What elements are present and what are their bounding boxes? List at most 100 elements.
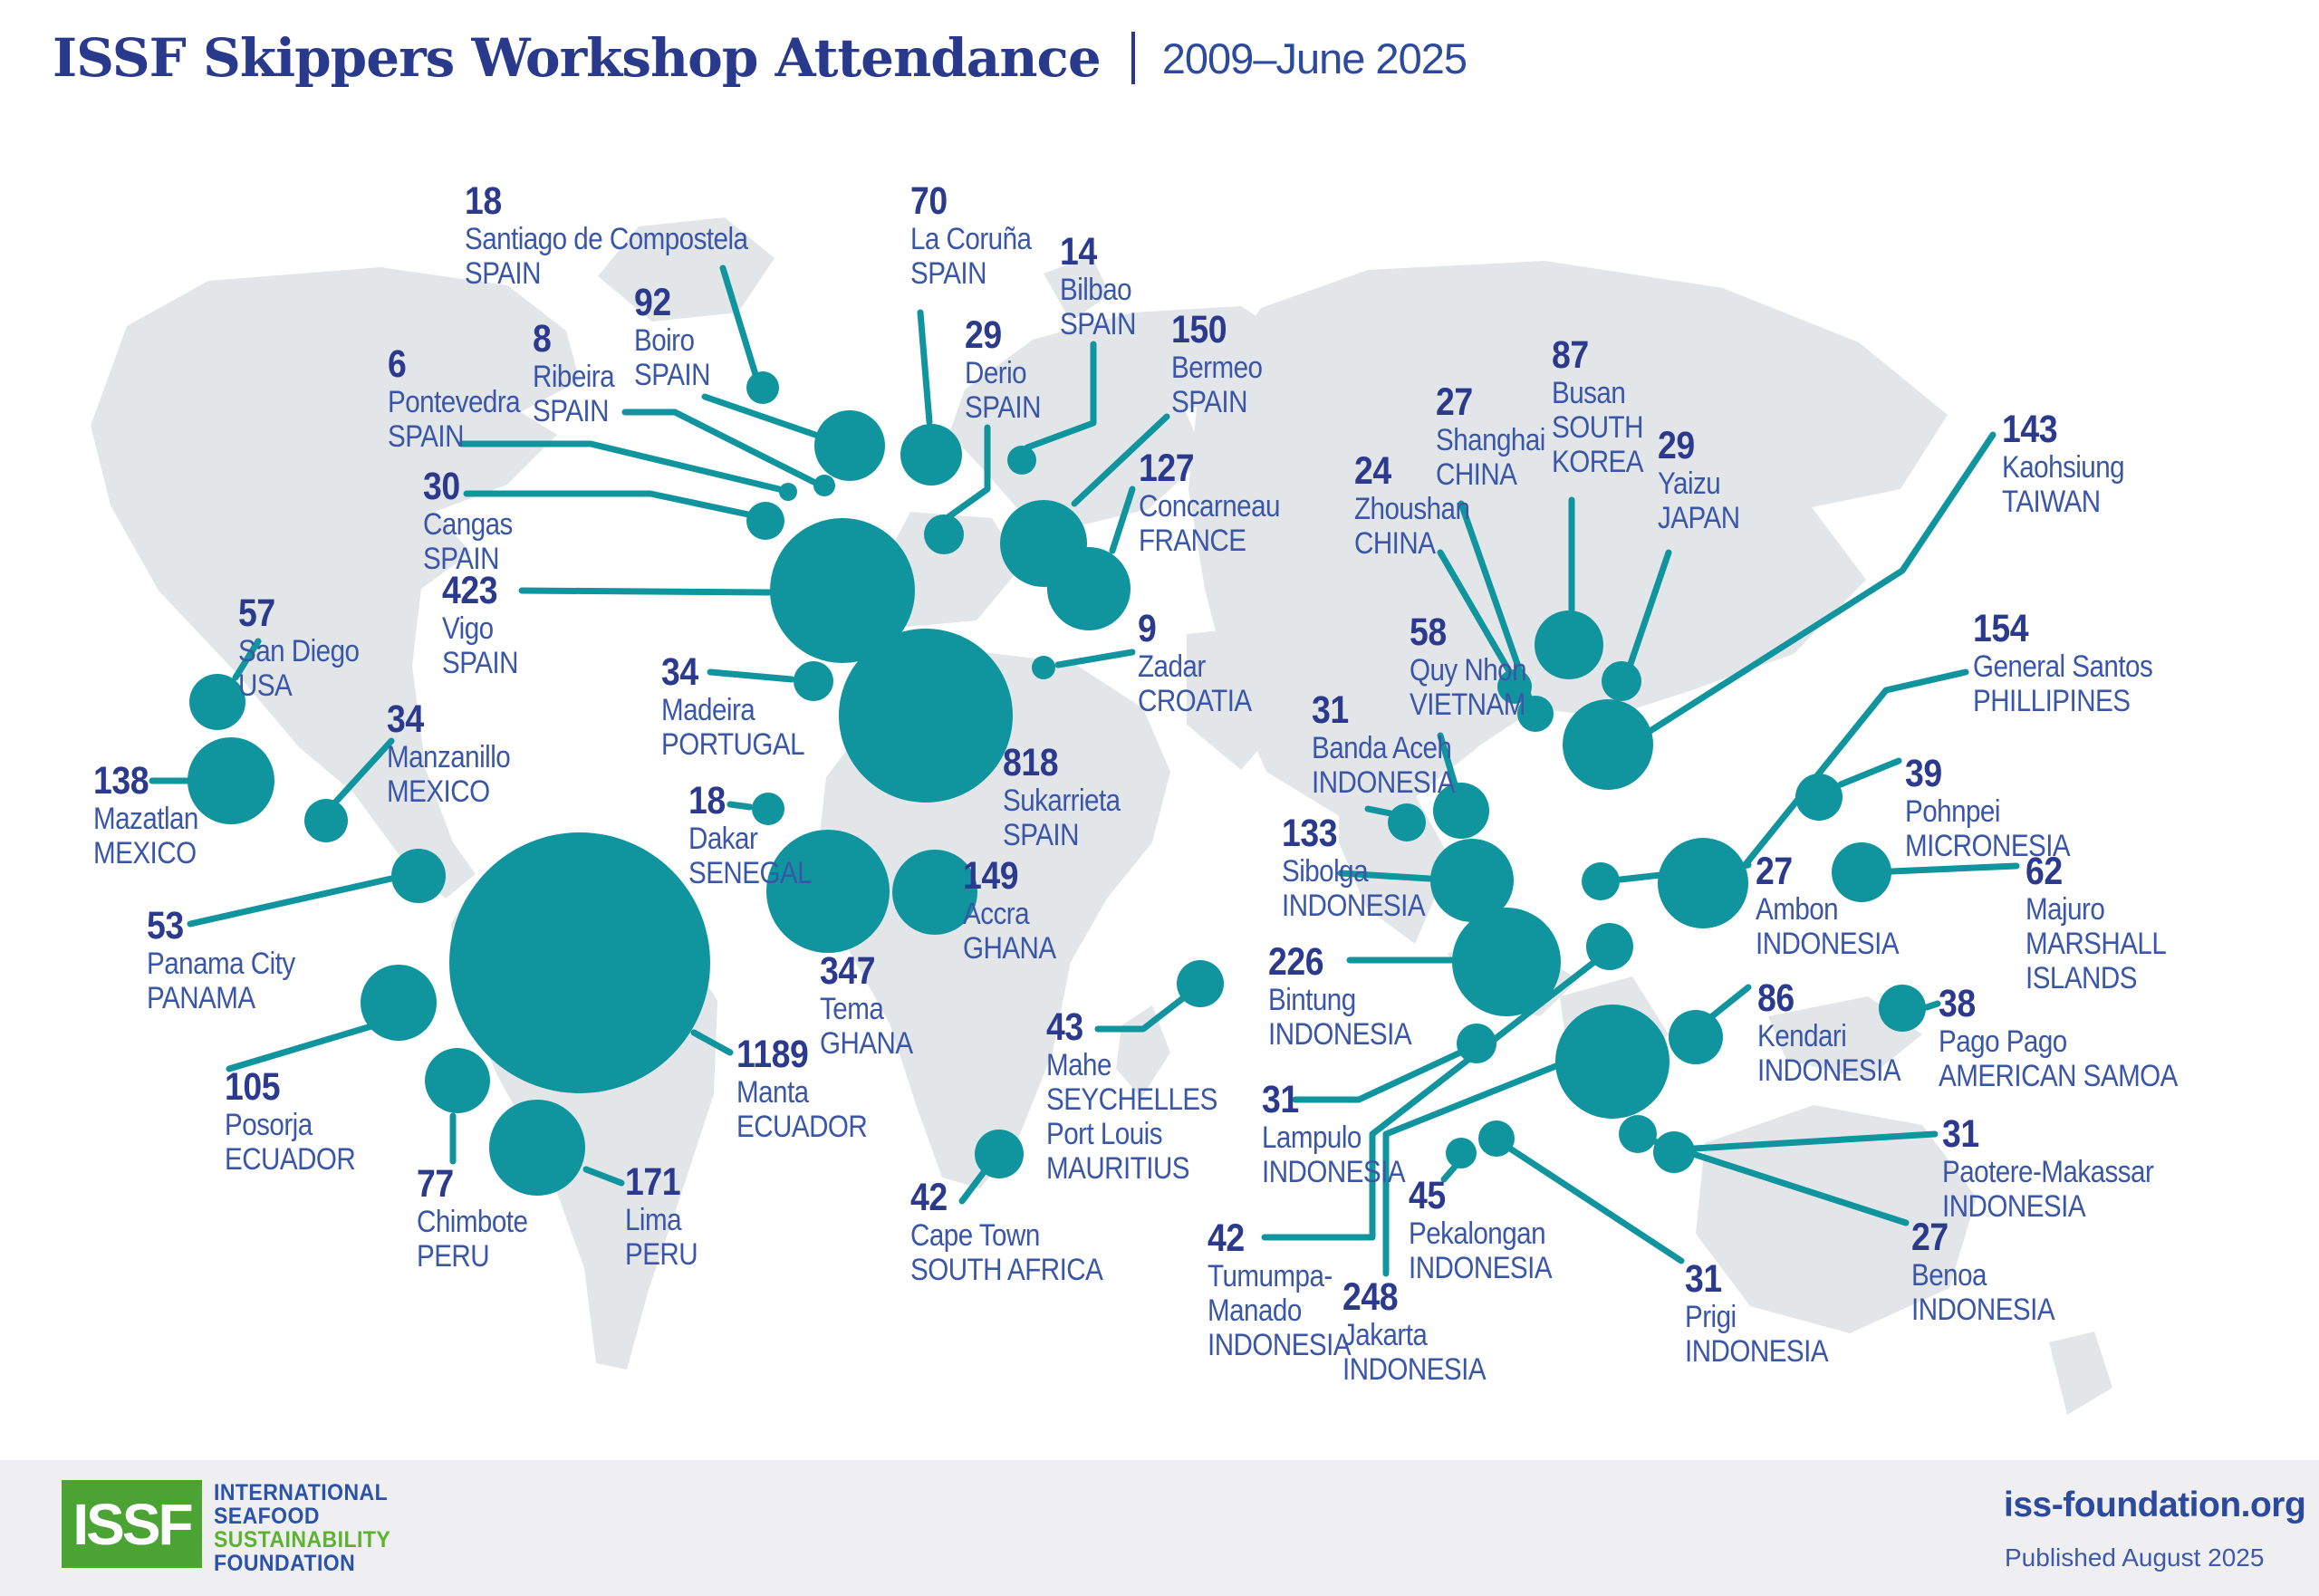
location-name: Zadar <box>1138 649 1206 684</box>
bubble-benoa <box>1619 1115 1657 1153</box>
location-name: Manzanillo <box>387 740 511 774</box>
location-name: Pekalongan <box>1409 1216 1546 1251</box>
landmass-new-zealand <box>2049 1332 2112 1415</box>
location-name: SPAIN <box>442 646 518 680</box>
bubble-ribeira <box>813 475 835 496</box>
landmass-australia <box>1696 1105 1977 1333</box>
bubble-bilbao <box>1007 446 1036 475</box>
bubble-tumumpa <box>1586 923 1633 970</box>
leader-benoa <box>1650 1138 1910 1226</box>
org-name: INTERNATIONAL SEAFOOD SUSTAINABILITY FOU… <box>214 1481 406 1575</box>
bubble-sibolga <box>1430 839 1514 922</box>
leader-concarneau <box>1109 486 1136 554</box>
label-yaizu: 29 Yaizu JAPAN <box>1658 426 1740 536</box>
location-name: ECUADOR <box>225 1142 356 1177</box>
bubble-bintung <box>1452 908 1561 1016</box>
location-name: SPAIN <box>1171 385 1247 419</box>
label-bandaaceh: 31 Banda Aceh INDONESIA <box>1312 688 1456 801</box>
location-name: Bintung <box>1268 983 1356 1017</box>
attendance-value: 171 <box>625 1160 681 1204</box>
location-name: INDONESIA <box>1409 1251 1553 1285</box>
attendance-value: 31 <box>1942 1112 1979 1156</box>
location-name: Dakar <box>688 822 758 856</box>
label-benoa: 27 Benoa INDONESIA <box>1911 1217 2055 1328</box>
leader-tumumpa <box>1261 958 1598 1241</box>
leader-gensantos <box>1739 668 1969 871</box>
location-name: ISLANDS <box>2026 961 2137 995</box>
attendance-value: 226 <box>1268 940 1324 984</box>
leader-dakar <box>726 801 754 811</box>
location-name: SPAIN <box>965 390 1041 425</box>
location-name: Majuro <box>2026 892 2105 927</box>
location-name: Cangas <box>423 507 513 542</box>
attendance-value: 127 <box>1139 447 1195 490</box>
landmass-uk <box>1044 255 1110 322</box>
attendance-value: 423 <box>442 569 498 612</box>
leader-madeira <box>707 668 795 683</box>
bubble-manta <box>449 832 710 1093</box>
leader-cangas <box>463 490 752 518</box>
location-name: SOUTH AFRICA <box>910 1253 1103 1287</box>
attendance-value: 138 <box>93 759 149 803</box>
attendance-value: 31 <box>1312 688 1349 732</box>
org-line-seafood: SEAFOOD <box>214 1504 320 1529</box>
website-link[interactable]: iss-foundation.org <box>2004 1485 2306 1524</box>
attendance-value: 1189 <box>736 1033 809 1076</box>
label-mazatlan: 138 Mazatlan MEXICO <box>93 759 198 871</box>
bubble-cangas <box>746 502 784 540</box>
landmass-asia <box>1188 261 1948 817</box>
leader-boiro <box>701 393 819 438</box>
location-name: SPAIN <box>388 419 464 454</box>
location-name: Pohnpei <box>1905 794 2000 829</box>
landmass-arabia <box>1187 625 1295 770</box>
location-name: Boiro <box>634 323 695 358</box>
leader-ribeira <box>621 409 817 486</box>
label-prigi: 31 Prigi INDONESIA <box>1685 1259 1829 1370</box>
leader-pekalongan <box>1440 1162 1459 1183</box>
landmass-north-america <box>91 267 580 899</box>
attendance-value: 38 <box>1939 982 1976 1025</box>
attendance-value: 105 <box>225 1065 281 1109</box>
location-name: Quy Nhon <box>1410 653 1527 687</box>
location-name: Santiago de Compostela <box>465 222 748 256</box>
label-ambon: 27 Ambon INDONESIA <box>1756 851 1900 962</box>
attendance-value: 42 <box>1208 1216 1245 1260</box>
location-name: FRANCE <box>1139 524 1246 558</box>
location-name: Tumumpa- <box>1208 1259 1333 1293</box>
label-concarneau: 127 Concarneau FRANCE <box>1139 447 1280 559</box>
leader-bermeo <box>1071 413 1170 507</box>
bubble-lima <box>489 1100 585 1196</box>
attendance-value: 53 <box>147 904 184 947</box>
attendance-value: 133 <box>1282 812 1338 855</box>
location-name: Lampulo <box>1262 1120 1362 1155</box>
leader-quynhon <box>1437 732 1458 788</box>
location-name: Derio <box>965 356 1027 390</box>
attendance-value: 24 <box>1354 449 1391 493</box>
location-name: Prigi <box>1685 1300 1737 1334</box>
bubble-madeira <box>794 661 833 701</box>
location-name: INDONESIA <box>1911 1293 2055 1327</box>
location-name: TAIWAN <box>2002 485 2101 519</box>
bubble-paotere <box>1653 1131 1695 1173</box>
location-name: Lima <box>625 1203 682 1237</box>
attendance-value: 45 <box>1409 1174 1446 1217</box>
title-divider <box>1131 32 1135 84</box>
attendance-value: 87 <box>1552 333 1589 377</box>
location-name: CHINA <box>1436 457 1517 492</box>
label-accra: 149 Accra GHANA <box>963 856 1056 966</box>
bubble-dakar <box>752 793 784 825</box>
bubble-mahe <box>1177 960 1224 1007</box>
attendance-value: 29 <box>965 313 1002 357</box>
label-sandiego: 57 San Diego USA <box>238 593 360 704</box>
label-pohnpei: 39 Pohnpei MICRONESIA <box>1905 754 2071 864</box>
location-name: Port Louis <box>1046 1117 1162 1151</box>
location-name: Tema <box>820 992 884 1026</box>
location-name: Manado <box>1208 1293 1302 1328</box>
location-name: PERU <box>625 1237 698 1272</box>
location-name: JAPAN <box>1658 501 1740 535</box>
label-derio: 29 Derio SPAIN <box>965 313 1041 426</box>
location-name: Bilbao <box>1060 273 1132 307</box>
landmass-iberia <box>883 512 1022 627</box>
location-name: MEXICO <box>387 774 490 809</box>
